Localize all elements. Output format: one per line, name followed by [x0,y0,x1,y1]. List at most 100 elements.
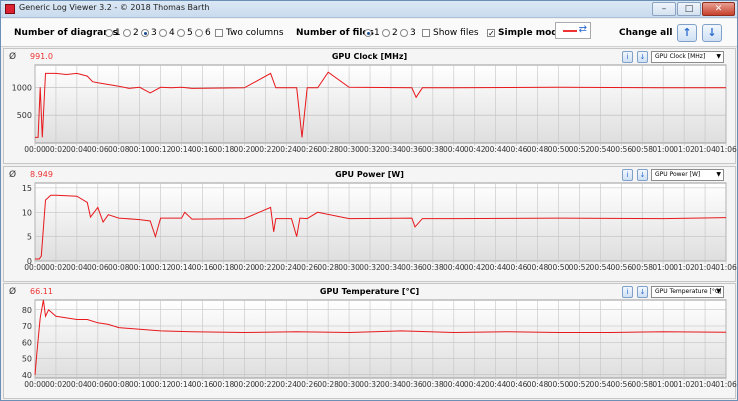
y-tick-label: 60 [22,338,32,347]
x-tick-label: 00:10 [129,263,151,272]
x-tick-label: 00:02 [45,263,67,272]
y-tick-label: 5 [27,233,32,242]
x-tick-label: 01:02 [673,263,695,272]
diagrams-radio-3[interactable]: 3 [141,28,157,38]
y-tick-label: 80 [22,306,32,315]
files-radio-3[interactable]: 3 [400,28,416,38]
x-tick-label: 00:06 [87,263,109,272]
series-line [35,71,726,138]
x-tick-label: 01:06 [715,263,737,272]
series-line [34,299,727,375]
download-button[interactable]: ↓ [637,286,648,298]
x-tick-label: 00:24 [275,145,297,154]
series-select[interactable]: GPU Power [W] ▼ [651,169,724,181]
radio-dot[interactable] [141,29,149,37]
chevron-down-icon: ▼ [716,288,721,295]
x-tick-label: 00:56 [610,380,632,389]
line-style-button[interactable]: ⇄ [555,22,591,39]
radio-label: 4 [169,28,175,38]
x-tick-label: 00:12 [150,263,172,272]
title-bar: Generic Log Viewer 3.2 - © 2018 Thomas B… [1,1,737,18]
y-tick-label: 50 [22,355,32,364]
current-value: 991.0 [30,52,53,61]
series-select-value: GPU Power [W] [655,171,701,178]
two-columns-label: Two columns [226,28,284,38]
x-tick-label: 00:32 [359,380,381,389]
radio-dot[interactable] [382,29,390,37]
toolbar: Number of diagrams 1 2 3 4 5 6 Two columns Nu… [1,19,737,47]
series-line [35,194,727,260]
diagrams-radio-6[interactable]: 6 [195,28,211,38]
swap-icon: ⇄ [578,24,587,35]
close-button[interactable]: ✕ [702,2,735,16]
two-columns-checkbox[interactable]: Two columns [215,28,284,38]
show-files-checkbox[interactable]: Show files [422,28,479,38]
info-button[interactable]: i [622,169,633,181]
x-tick-label: 00:14 [171,380,193,389]
minimize-button[interactable]: – [652,2,676,16]
x-tick-label: 00:56 [610,263,632,272]
x-tick-label: 00:18 [213,263,235,272]
x-tick-label: 01:06 [715,380,737,389]
x-tick-label: 00:18 [213,145,235,154]
x-tick-label: 00:28 [317,263,339,272]
x-tick-label: 00:48 [527,145,549,154]
x-tick-label: 00:32 [359,263,381,272]
radio-dot[interactable] [364,29,372,37]
x-tick-label: 00:24 [275,380,297,389]
x-tick-label: 00:00 [24,263,46,272]
x-tick-label: 01:00 [652,145,674,154]
x-tick-label: 00:44 [485,263,507,272]
maximize-button[interactable]: □ [677,2,701,16]
checkbox-box[interactable] [422,29,430,37]
y-tick-label: 15 [22,184,32,193]
radio-dot[interactable] [159,29,167,37]
diagrams-radio-2[interactable]: 2 [123,28,139,38]
arrow-down-icon: ↓ [707,26,717,39]
x-tick-label: 01:04 [694,380,716,389]
radio-dot[interactable] [123,29,131,37]
current-value: 66.11 [30,287,53,296]
radio-dot[interactable] [105,29,113,37]
x-tick-label: 00:12 [150,380,172,389]
x-tick-label: 00:46 [506,263,528,272]
x-tick-label: 00:44 [485,380,507,389]
download-button[interactable]: ↓ [637,51,648,63]
x-tick-label: 00:20 [234,145,256,154]
x-tick-label: 00:54 [590,145,612,154]
chart-title: GPU Temperature [°C] [319,287,420,296]
plot-area [34,299,727,379]
move-down-button[interactable]: ↓ [702,24,722,42]
radio-dot[interactable] [195,29,203,37]
checkbox-box[interactable] [215,29,223,37]
simple-mode-checkbox[interactable]: ✓ Simple mode [487,28,564,38]
y-tick-label: 1000 [12,83,32,92]
download-button[interactable]: ↓ [637,169,648,181]
diagrams-label: Number of diagrams [14,28,118,38]
files-radio-1[interactable]: 1 [364,28,380,38]
radio-label: 2 [392,28,398,38]
x-tick-label: 00:04 [66,263,88,272]
app-icon [5,4,15,14]
diagrams-radio-4[interactable]: 4 [159,28,175,38]
x-tick-label: 00:58 [631,380,653,389]
info-icon: i [626,171,629,179]
chart-panel-1: Ø 991.0 GPU Clock [MHz] i ↓ GPU Clock [MHz] ▼ 5… [3,48,737,164]
download-icon: ↓ [639,288,646,296]
checkbox-box-checked[interactable]: ✓ [487,29,495,38]
x-tick-label: 00:08 [108,263,130,272]
info-button[interactable]: i [622,51,633,63]
radio-label: 2 [133,28,139,38]
diagrams-radio-5[interactable]: 5 [177,28,193,38]
move-up-button[interactable]: ↑ [677,24,697,42]
radio-dot[interactable] [177,29,185,37]
x-tick-label: 00:58 [631,263,653,272]
show-files-label: Show files [433,28,479,38]
files-radio-2[interactable]: 2 [382,28,398,38]
radio-dot[interactable] [400,29,408,37]
series-select[interactable]: GPU Clock [MHz] ▼ [651,51,724,63]
info-button[interactable]: i [622,286,633,298]
diagrams-radio-1[interactable]: 1 [105,28,121,38]
series-select[interactable]: GPU Temperature [°C] ▼ [651,286,724,298]
